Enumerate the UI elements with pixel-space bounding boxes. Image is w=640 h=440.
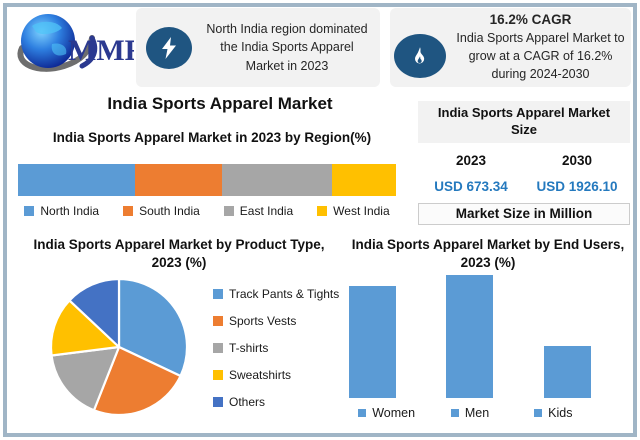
region-chart-title: India Sports Apparel Market in 2023 by R… [52,130,372,145]
legend-label: Sports Vests [229,314,297,328]
legend-marker [317,206,328,216]
legend-label: West India [333,204,390,218]
legend-label: T-shirts [229,341,269,355]
cagr-callout: 16.2% CAGR India Sports Apparel Market t… [390,8,631,87]
legend-item: Sweatshirts [213,369,339,381]
cagr-text: India Sports Apparel Market to grow at a… [456,30,625,82]
legend-item: West India [317,204,390,218]
legend-label: East India [239,204,294,218]
market-size-footer: Market Size in Million [418,202,630,225]
product-type-pie-chart [49,277,189,417]
logo-text: MMR [68,34,134,67]
legend-item: T-shirts [213,342,339,354]
region-bar-segment [18,164,136,196]
end-users-bar [544,346,591,398]
legend-marker [213,343,223,353]
region-stacked-bar [18,164,397,196]
flame-icon [394,34,446,78]
region-legend: North India South India East India West Ind… [18,204,396,218]
legend-marker [450,409,459,417]
region-bar-segment [222,164,332,196]
pie-slice [92,345,182,417]
page-title: India Sports Apparel Market [107,94,333,113]
end-users-bar-chart [345,275,593,398]
market-size-value: USD 1926.10 [536,178,618,194]
pie-slice [50,345,121,412]
legend-item: South India [123,204,200,218]
legend-item: North India [24,204,99,218]
product-type-chart-title: India Sports Apparel Market by Product T… [33,237,325,271]
end-users-section: India Sports Apparel Market by End Users… [345,236,631,430]
legend-item: Track Pants & Tights [213,288,339,300]
legend-marker [24,206,35,216]
globe-icon: MMR [17,14,134,72]
legend-label: Track Pants & Tights [229,287,340,301]
legend-marker [223,206,234,216]
legend-item: Kids [534,406,572,420]
market-size-title: India Sports Apparel Market Size [418,101,630,143]
end-users-legend: Women Men Kids [345,406,595,420]
legend-marker [213,370,223,380]
legend-label: Men [464,406,490,420]
legend-marker [534,409,543,417]
market-size-value: USD 673.34 [434,178,508,194]
legend-marker [213,316,223,326]
product-type-section: India Sports Apparel Market by Product T… [14,236,344,430]
legend-label: Sweatshirts [229,368,292,382]
legend-marker [213,397,223,407]
lightning-icon [146,26,192,69]
end-users-bar [349,286,396,398]
market-size-year: 2023 [455,152,487,168]
legend-marker [213,289,223,299]
cagr-title: 16.2% CAGR [489,11,572,27]
pie-slice [117,277,189,378]
end-users-chart-title: India Sports Apparel Market by End Users… [351,237,625,271]
pie-slice [49,299,121,357]
legend-label: Kids [548,406,573,420]
legend-label: Women [372,406,416,420]
legend-label: North India [40,204,100,218]
legend-item: Men [450,406,490,420]
market-size-panel: India Sports Apparel Market Size 2023 20… [418,101,630,225]
legend-marker [358,409,367,417]
pie-slice [68,277,121,349]
region-bar-segment [331,164,397,196]
legend-label: Others [229,395,266,409]
region-callout-text: North India region dominated the India S… [206,22,368,73]
market-size-year: 2030 [561,152,593,168]
legend-item: East India [223,204,294,218]
mmr-logo: MMR [12,8,134,76]
legend-item: Others [213,396,339,408]
end-users-bar [446,275,493,398]
legend-label: South India [139,204,200,218]
product-type-legend: Track Pants & Tights Sports Vests T-shirts… [213,288,339,423]
legend-item: Sports Vests [213,315,339,327]
region-callout: North India region dominated the India S… [136,8,380,87]
legend-item: Women [358,406,415,420]
legend-marker [123,206,134,216]
region-bar-segment [135,164,223,196]
